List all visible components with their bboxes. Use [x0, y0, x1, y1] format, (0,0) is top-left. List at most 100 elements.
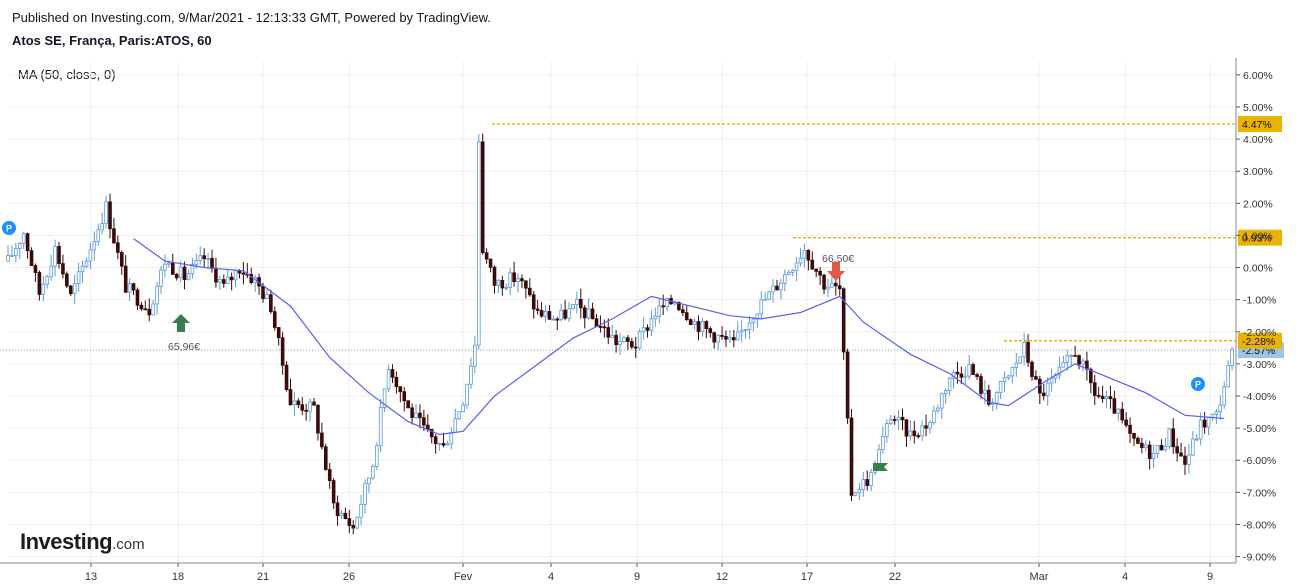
candle-body — [269, 294, 273, 313]
candle-body — [320, 432, 324, 448]
candle-body — [869, 472, 873, 486]
published-line: Published on Investing.com, 9/Mar/2021 -… — [12, 10, 491, 25]
candle-body — [810, 259, 815, 270]
y-axis: 6.00% 5.00% 4.00% 3.00% 2.00% 1.00% 0.00% -1.00… — [1235, 58, 1276, 564]
candle-body — [630, 341, 634, 348]
candle-body — [316, 404, 320, 434]
candle-body — [1112, 398, 1117, 414]
candle-body — [449, 431, 454, 445]
candle-body — [818, 270, 822, 276]
candle-body — [221, 279, 226, 284]
candle-body — [233, 270, 238, 281]
candle-body — [994, 392, 999, 404]
x-tick-label: 4 — [548, 571, 554, 583]
candle-body — [598, 326, 603, 328]
candle-body — [276, 327, 281, 339]
candle-body — [802, 249, 807, 259]
candle-body — [296, 400, 301, 406]
candle-body — [575, 298, 579, 305]
candle-body — [524, 280, 528, 289]
x-tick-label: 4 — [1122, 571, 1128, 583]
candle-body — [822, 274, 826, 290]
candle-body — [500, 280, 505, 289]
candle-body — [1214, 411, 1219, 415]
candle-body — [335, 502, 340, 517]
candle-body — [955, 371, 960, 375]
candle-body — [610, 334, 614, 338]
candle-body — [469, 365, 473, 385]
candle-body — [775, 285, 779, 291]
candle-body — [563, 309, 567, 319]
candle-body — [37, 272, 42, 295]
candle-body — [888, 419, 893, 424]
candle-body — [700, 321, 705, 332]
candle-body — [543, 311, 548, 317]
candle-body — [963, 375, 968, 378]
candle-body — [41, 283, 46, 295]
candle-body — [1049, 377, 1054, 384]
x-axis: 13 18 21 26 Fev 4 9 12 17 22 Mar 4 9 — [0, 562, 1236, 583]
candle-body — [476, 141, 481, 346]
candle-body — [1222, 386, 1227, 406]
candle-body — [229, 276, 234, 281]
candle-body — [626, 337, 630, 342]
candle-body — [641, 327, 646, 333]
y-tick-label: 4.00% — [1243, 134, 1273, 146]
candle-body — [288, 389, 293, 406]
candle-body — [1175, 446, 1179, 454]
candle-body — [312, 401, 316, 406]
candle-body — [123, 265, 128, 293]
candle-body — [76, 271, 81, 285]
candle-body — [720, 334, 724, 337]
chart-annotations: 65,96€ 66,50€ P P — [2, 221, 1205, 471]
candle-body — [1191, 438, 1195, 456]
candle-body — [147, 308, 152, 316]
candle-body — [1002, 377, 1007, 382]
candle-body — [571, 304, 575, 310]
x-tick-label: Mar — [1030, 571, 1049, 583]
candle-body — [363, 483, 367, 505]
candle-body — [406, 400, 410, 409]
buy-price-label: 65,96€ — [168, 341, 200, 353]
candle-body — [437, 443, 442, 445]
y-tick-label: -3.00% — [1243, 359, 1276, 371]
candle-body — [751, 318, 756, 324]
candle-body — [1006, 375, 1011, 379]
level-badge — [1238, 332, 1282, 349]
candle-body — [837, 285, 842, 290]
candle-body — [422, 417, 426, 426]
candle-body — [170, 262, 175, 275]
candle-body — [959, 373, 964, 378]
candle-body — [1104, 396, 1109, 399]
candle-body — [331, 480, 336, 504]
candle-body — [1073, 355, 1077, 357]
candle-body — [390, 369, 395, 378]
candle-body — [445, 443, 450, 446]
candle-body — [25, 233, 30, 252]
candle-body — [688, 319, 693, 325]
candle-body — [724, 336, 728, 340]
candle-body — [645, 327, 650, 331]
candle-body — [139, 304, 144, 310]
candle-body — [900, 416, 905, 421]
level-label: 0.93% — [1242, 233, 1272, 245]
candle-body — [323, 446, 328, 470]
candle-body — [947, 377, 952, 391]
candle-body — [551, 318, 556, 321]
candle-body — [214, 267, 218, 283]
y-tick-label: -5.00% — [1243, 423, 1276, 435]
candle-body — [1163, 445, 1168, 451]
candle-body — [367, 477, 371, 485]
flag-icon — [873, 463, 888, 471]
candle-body — [771, 285, 775, 293]
candle-body — [1077, 355, 1081, 365]
candle-body — [1194, 438, 1199, 441]
candle-body — [806, 249, 811, 261]
y-tick-label: -1.00% — [1243, 295, 1276, 307]
candle-body — [853, 492, 858, 496]
candle-body — [1187, 454, 1191, 465]
candle-body — [849, 417, 854, 496]
candle-body — [936, 407, 940, 412]
candle-body — [594, 318, 599, 327]
